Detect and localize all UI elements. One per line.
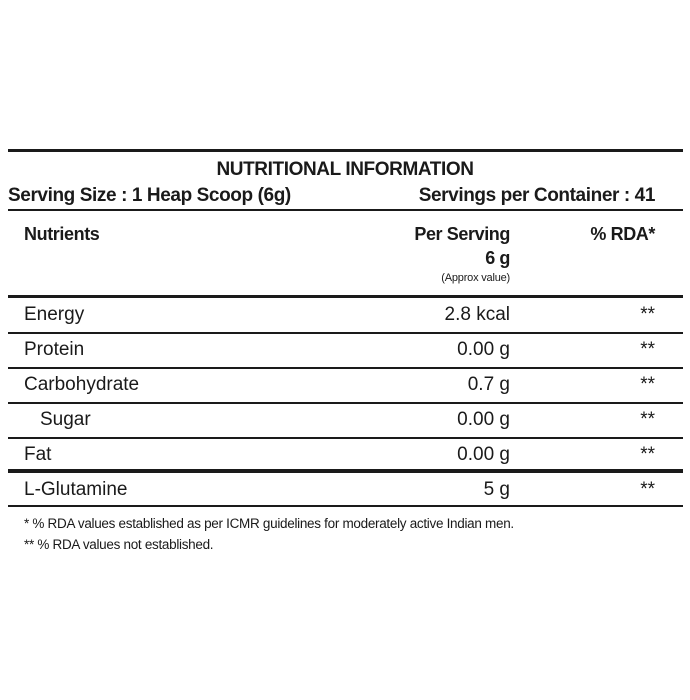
header-approx: (Approx value) <box>441 272 510 284</box>
nutrient-name: Protein <box>24 339 85 360</box>
nutrient-name: Carbohydrate <box>24 374 140 395</box>
servings-per-container: Servings per Container : 41 <box>418 185 656 206</box>
table-row-protein: Protein 0.00 g ** <box>0 339 690 363</box>
nutrient-name: Energy <box>24 304 85 325</box>
rule <box>8 402 683 404</box>
top-rule <box>8 149 683 152</box>
serving-size: Serving Size : 1 Heap Scoop (6g) <box>8 185 291 206</box>
table-row-l-glutamine: L-Glutamine 5 g ** <box>0 479 690 503</box>
rule <box>8 437 683 439</box>
nutrient-value: 0.00 g <box>457 444 510 465</box>
nutrient-rda: ** <box>640 374 655 395</box>
nutrient-value: 0.7 g <box>467 374 510 395</box>
rule <box>8 209 683 211</box>
header-per-serving-amount: 6 g <box>485 248 510 268</box>
nutrient-name: Sugar <box>40 409 91 430</box>
header-rda: % RDA* <box>590 224 655 244</box>
thick-rule <box>8 469 683 473</box>
nutrient-name: Fat <box>24 444 52 465</box>
header-per-serving: Per Serving <box>414 224 510 244</box>
rule <box>8 505 683 507</box>
label-title: NUTRITIONAL INFORMATION <box>216 159 474 180</box>
table-row-energy: Energy 2.8 kcal ** <box>0 304 690 328</box>
nutrient-value: 2.8 kcal <box>444 304 510 325</box>
nutrient-value: 0.00 g <box>457 339 510 360</box>
nutrient-rda: ** <box>640 409 655 430</box>
table-row-sugar: Sugar 0.00 g ** <box>0 409 690 433</box>
thick-rule <box>8 295 683 298</box>
nutrient-value: 5 g <box>483 479 510 500</box>
nutrient-rda: ** <box>640 479 655 500</box>
footnote: * % RDA values established as per ICMR g… <box>24 516 514 531</box>
header-nutrients: Nutrients <box>24 224 100 244</box>
rule <box>8 332 683 334</box>
footnote: ** % RDA values not established. <box>24 537 214 552</box>
table-row-fat: Fat 0.00 g ** <box>0 444 690 468</box>
nutrient-rda: ** <box>640 304 655 325</box>
nutrient-name: L-Glutamine <box>24 479 128 500</box>
nutrient-rda: ** <box>640 339 655 360</box>
nutrient-rda: ** <box>640 444 655 465</box>
rule <box>8 367 683 369</box>
table-row-carbohydrate: Carbohydrate 0.7 g ** <box>0 374 690 398</box>
nutrient-value: 0.00 g <box>457 409 510 430</box>
